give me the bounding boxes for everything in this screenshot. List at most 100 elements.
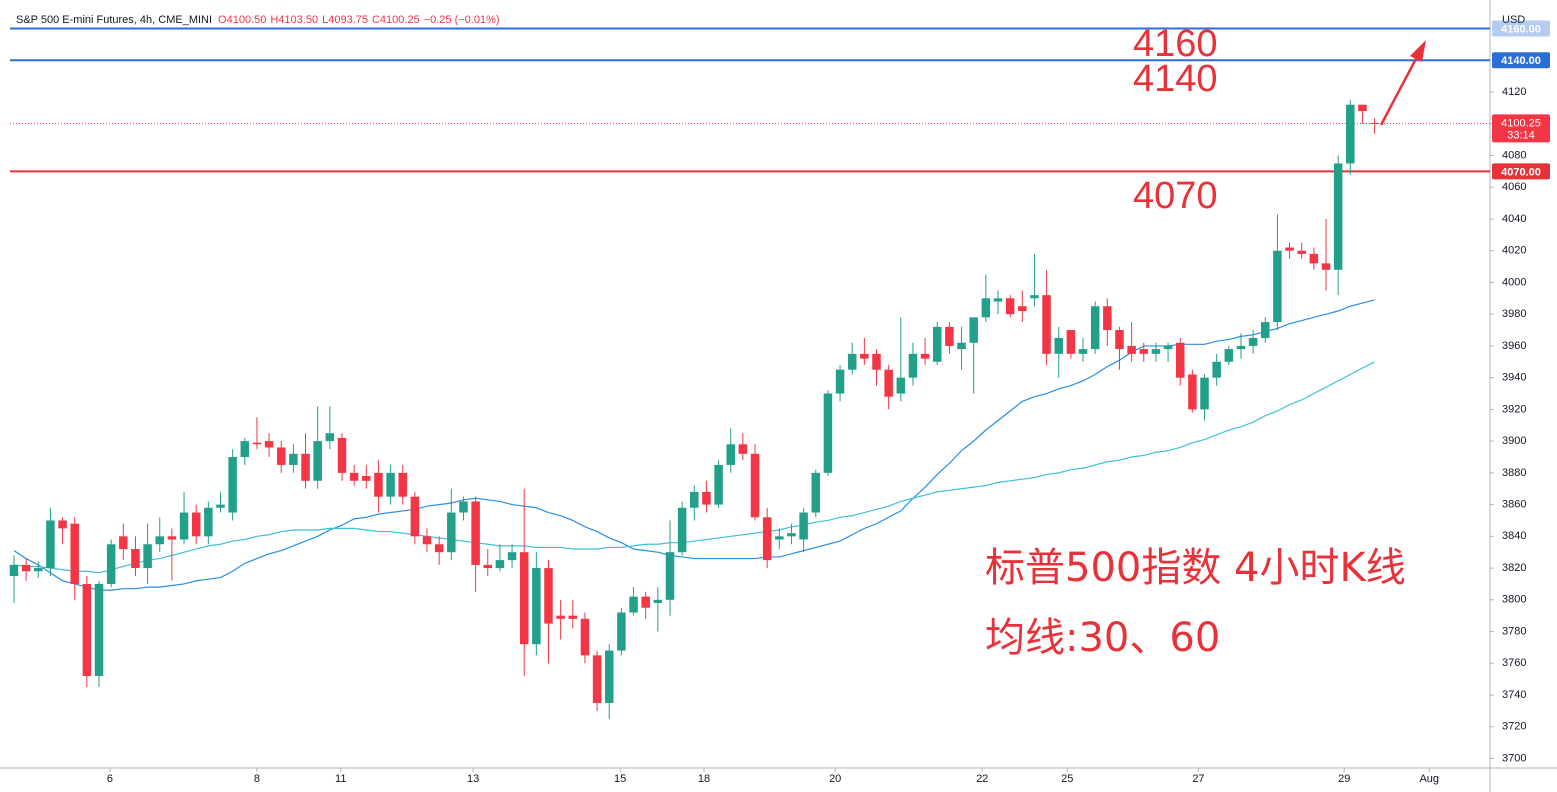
annotation-level: 4140 xyxy=(1133,58,1218,100)
candle-body xyxy=(762,517,772,561)
y-tick-label: 3880 xyxy=(1502,467,1526,479)
candle-body xyxy=(1030,295,1039,299)
x-tick-label: Aug xyxy=(1419,773,1439,785)
x-tick-label: 6 xyxy=(107,773,113,785)
candle-body xyxy=(422,536,432,545)
candle-body xyxy=(1090,306,1100,350)
y-tick-label: 3860 xyxy=(1502,499,1526,511)
annotation-ma: 均线:30、60 xyxy=(985,615,1220,661)
annotation-title: 标普500指数 4小时K线 xyxy=(985,545,1406,591)
candle-body xyxy=(179,512,189,540)
level-tag-box xyxy=(1492,52,1550,69)
level-tag-label: 4140.00 xyxy=(1501,55,1541,67)
candle-body xyxy=(1151,349,1161,354)
candle-body xyxy=(1042,295,1051,354)
annotation-level: 4160 xyxy=(1133,23,1218,65)
candle-body xyxy=(46,520,55,569)
candle-body xyxy=(325,433,335,442)
x-tick-label: 29 xyxy=(1338,773,1350,785)
y-tick-label: 4040 xyxy=(1502,213,1526,225)
ohlc-open: O4100.50 xyxy=(218,14,266,26)
y-tick-label: 3900 xyxy=(1502,435,1526,447)
candle-body xyxy=(228,456,237,513)
candle-body xyxy=(556,615,565,619)
y-tick-label: 3720 xyxy=(1502,721,1526,733)
last-price-box xyxy=(1492,114,1550,143)
x-tick-label: 20 xyxy=(829,773,841,785)
candle-body xyxy=(94,583,104,676)
candle-body xyxy=(70,523,79,584)
candle-body xyxy=(289,453,298,465)
level-tag: 4070.00 xyxy=(1492,163,1550,180)
candle-body xyxy=(1103,306,1112,331)
candle-body xyxy=(544,568,553,624)
candle-body xyxy=(775,536,784,540)
ohlc-low: L4093.75 xyxy=(322,14,368,26)
candle-body xyxy=(1346,104,1355,164)
candle-body xyxy=(532,568,541,645)
level-tag: 4140.00 xyxy=(1492,52,1550,69)
candle-body xyxy=(216,504,225,508)
candle-body xyxy=(884,369,893,397)
candle-body xyxy=(847,353,857,370)
currency-label: USD xyxy=(1502,14,1525,26)
candle-body xyxy=(932,326,942,362)
y-tick-label: 4120 xyxy=(1502,86,1526,98)
candle-body xyxy=(957,342,966,350)
candle-body xyxy=(374,472,383,497)
symbol: S&P 500 E-mini Futures, 4h, CME_MINI xyxy=(16,14,212,26)
candle-body xyxy=(131,549,140,569)
level-tag-box xyxy=(1492,20,1550,37)
candle-body xyxy=(447,512,456,553)
candle-body xyxy=(629,596,638,613)
candle-body xyxy=(1321,263,1331,270)
candle-body xyxy=(872,353,881,370)
candle-body xyxy=(702,491,711,505)
candle-body xyxy=(1273,250,1282,323)
last-price-label: 4100.25 xyxy=(1501,117,1541,129)
y-tick-label: 3760 xyxy=(1502,657,1526,669)
x-tick-label: 11 xyxy=(335,773,346,785)
y-tick-label: 3700 xyxy=(1502,752,1526,764)
candle-body xyxy=(677,507,687,553)
y-tick-label: 4020 xyxy=(1502,245,1526,257)
candle-body xyxy=(1248,337,1258,346)
candle-body xyxy=(1333,163,1343,270)
candle-body xyxy=(483,564,493,569)
candle-body xyxy=(82,583,92,676)
candle-body xyxy=(264,441,274,448)
candle-body xyxy=(604,650,614,703)
x-tick-label: 18 xyxy=(698,773,710,785)
y-tick-label: 4000 xyxy=(1502,276,1526,288)
candle-body xyxy=(313,441,322,481)
candle-body xyxy=(835,369,845,394)
candle-body xyxy=(860,353,869,359)
candle-body xyxy=(240,441,250,457)
y-tick-label: 3800 xyxy=(1502,594,1526,606)
candle-body xyxy=(665,552,675,600)
candle-body xyxy=(1139,349,1149,354)
y-tick-label: 3940 xyxy=(1502,372,1526,384)
candle-body xyxy=(1200,377,1209,410)
y-tick-label: 3980 xyxy=(1502,308,1526,320)
candle-body xyxy=(1370,122,1379,124)
candle-body xyxy=(495,560,505,569)
y-tick-label: 3820 xyxy=(1502,562,1526,574)
candle-body xyxy=(993,298,1003,302)
x-tick-label: 22 xyxy=(976,773,988,785)
y-tick-label: 3740 xyxy=(1502,689,1526,701)
candle-body xyxy=(519,552,529,645)
candle-body xyxy=(823,393,833,473)
candle-body xyxy=(653,599,663,603)
candle-body xyxy=(617,612,626,651)
candle-body xyxy=(459,501,468,513)
y-tick-label: 4060 xyxy=(1502,181,1526,193)
ohlc-high: H4103.50 xyxy=(270,14,318,26)
x-tick-label: 15 xyxy=(614,773,626,785)
candle-body xyxy=(592,655,602,703)
candle-body xyxy=(337,437,347,473)
candle-body xyxy=(58,520,67,529)
